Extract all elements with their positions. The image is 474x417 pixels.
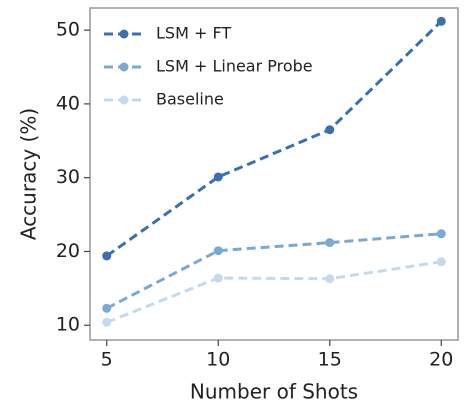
data-point [436,229,446,239]
data-point [102,303,112,313]
y-tick-label: 40 [56,92,80,114]
x-tick-label: 10 [206,349,230,371]
series-line [106,260,442,324]
y-tick-label: 50 [56,19,80,41]
data-point [325,238,335,248]
x-tick-label: 5 [101,349,113,371]
y-tick-label: 30 [56,166,80,188]
y-axis-label: Accuracy (%) [17,108,41,240]
legend-marker [119,29,129,39]
legend-label: Baseline [156,90,224,109]
legend-label: LSM + Linear Probe [156,57,313,76]
legend-label: LSM + FT [156,24,231,43]
x-axis-label: Number of Shots [190,380,358,404]
data-point [213,273,223,283]
series-line [105,20,443,258]
data-point [436,16,446,26]
y-tick-label: 10 [56,314,80,336]
data-point [102,251,112,261]
legend-marker [119,62,129,72]
plot-frame [89,7,459,341]
data-point [436,257,446,267]
data-point [325,125,335,135]
legend-marker [119,95,129,105]
data-point [325,274,335,284]
y-tick-label: 20 [56,240,80,262]
data-point [213,246,223,256]
data-point [213,172,223,182]
data-point [102,317,112,327]
series-line [106,232,442,310]
x-tick-label: 20 [429,349,453,371]
x-tick-label: 15 [318,349,342,371]
